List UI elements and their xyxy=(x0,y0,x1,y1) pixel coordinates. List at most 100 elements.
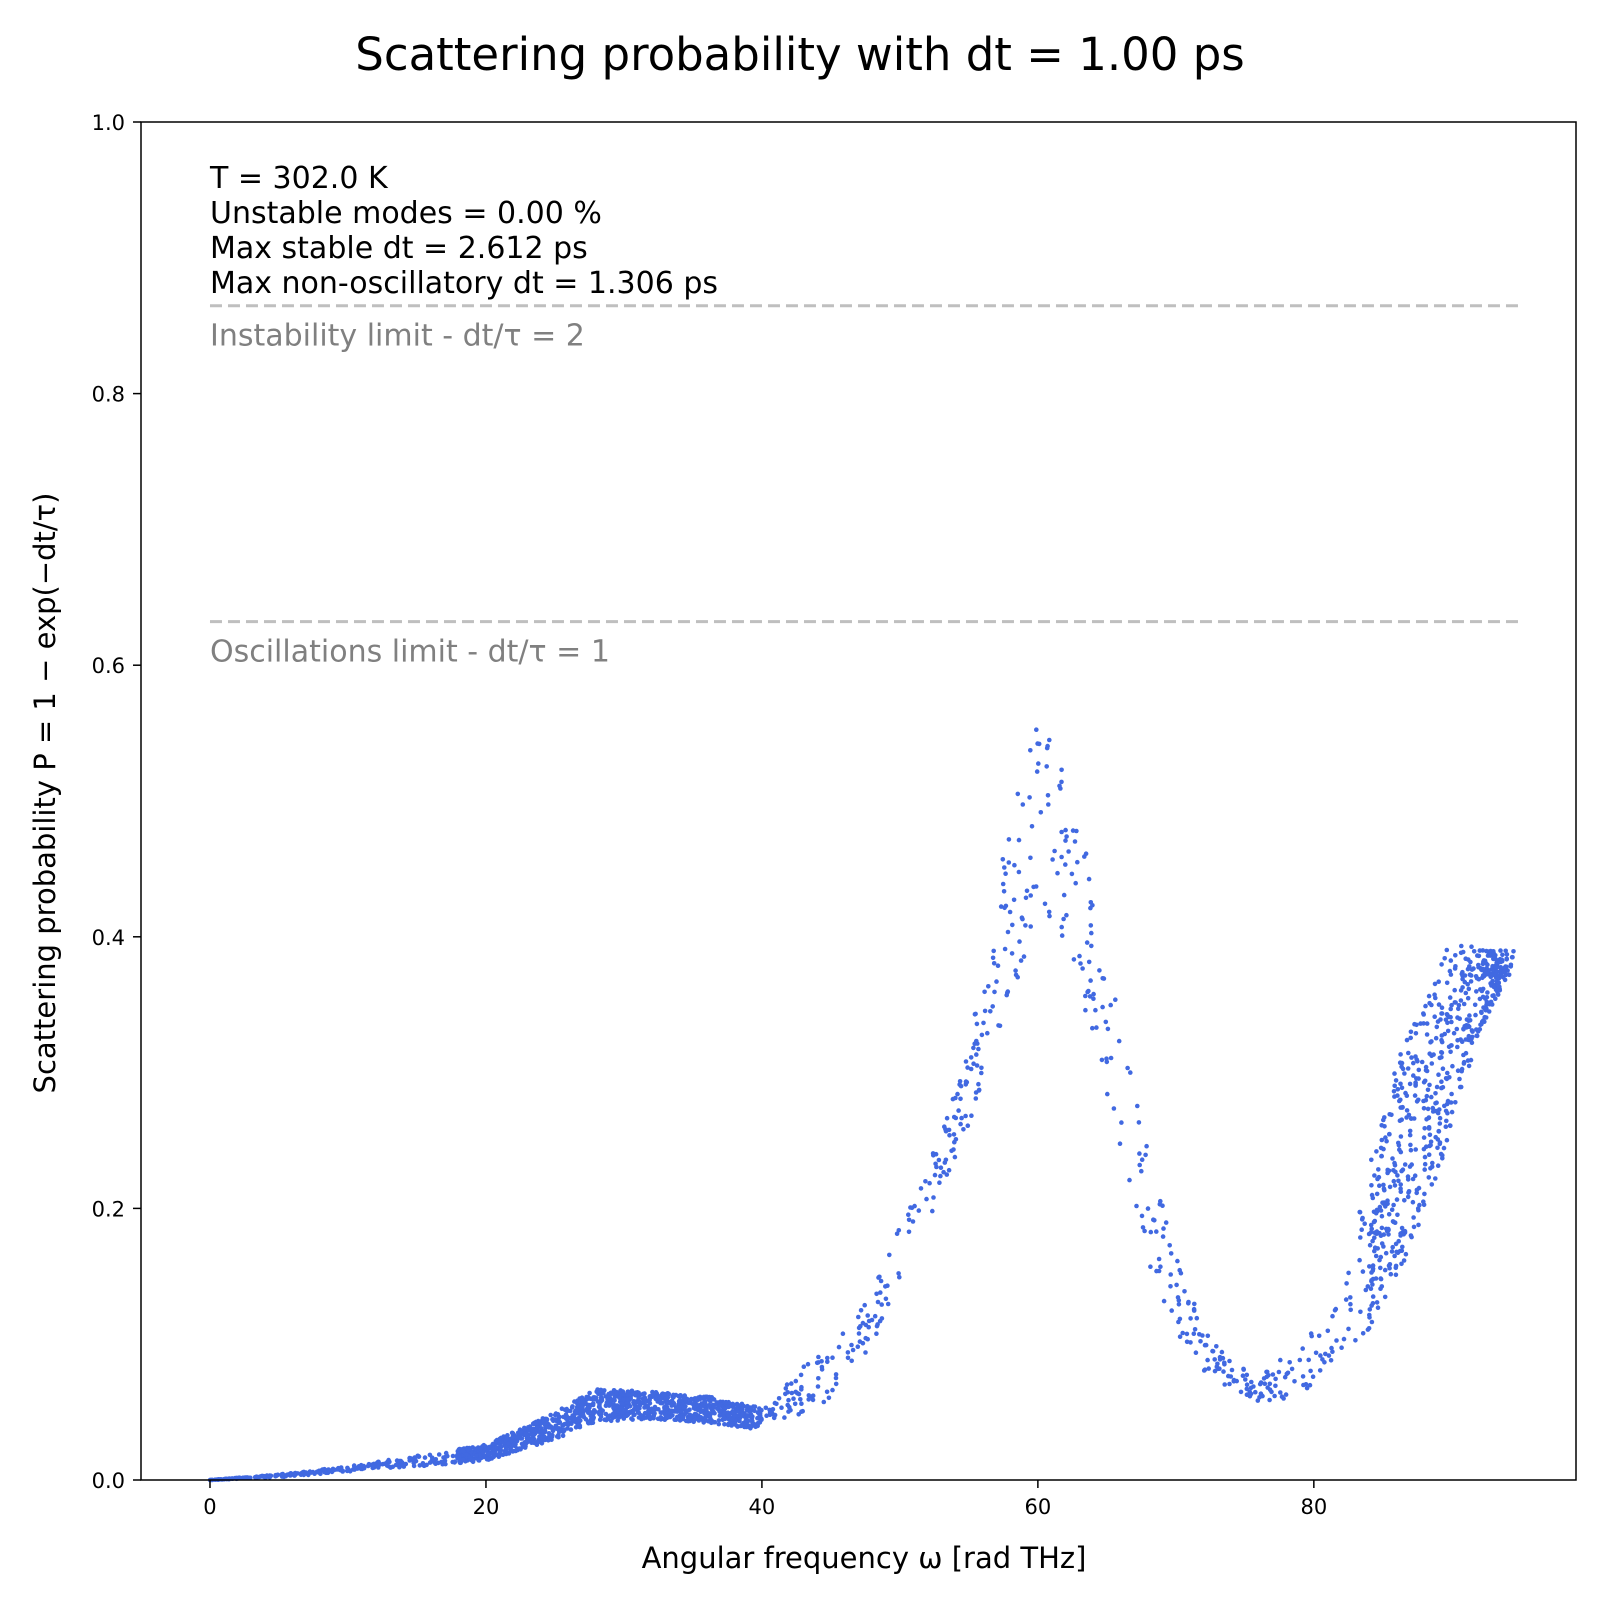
scatter-point xyxy=(1016,869,1022,875)
scatter-point xyxy=(1046,909,1052,915)
scatter-point xyxy=(952,1154,958,1160)
scatter-point xyxy=(629,1392,634,1398)
scatter-point xyxy=(1476,962,1481,968)
scatter-point xyxy=(878,1290,883,1295)
scatter-point xyxy=(1392,1094,1397,1099)
scatter-point xyxy=(1128,1070,1133,1075)
scatter-point xyxy=(805,1361,811,1367)
scatter-point xyxy=(850,1347,856,1353)
scatter-point xyxy=(1231,1379,1237,1384)
scatter-point xyxy=(1379,1241,1385,1246)
scatter-point xyxy=(782,1415,787,1420)
scatter-point xyxy=(1078,961,1083,966)
scatter-point xyxy=(860,1340,866,1346)
scatter-point xyxy=(1389,1249,1395,1254)
scatter-point xyxy=(564,1416,570,1422)
scatter-point xyxy=(712,1419,718,1425)
scatter-point xyxy=(1253,1389,1258,1395)
scatter-point xyxy=(680,1415,686,1420)
scatter-point xyxy=(1448,958,1454,963)
scatter-point xyxy=(1300,1374,1306,1379)
scatter-point xyxy=(1453,953,1458,958)
scatter-point xyxy=(763,1405,769,1411)
scatter-point xyxy=(982,989,987,995)
scatter-point xyxy=(1432,992,1437,997)
scatter-point xyxy=(466,1447,472,1452)
scatter-point xyxy=(1015,791,1021,797)
scatter-point xyxy=(1426,1175,1432,1180)
scatter-point xyxy=(1425,1106,1431,1112)
scatter-point xyxy=(1484,965,1489,971)
scatter-point xyxy=(1156,1256,1162,1262)
scatter-point xyxy=(1469,944,1474,949)
scatter-point xyxy=(541,1419,546,1424)
scatter-point xyxy=(1210,1349,1216,1354)
scatter-point xyxy=(944,1172,950,1177)
scatter-point xyxy=(1400,1244,1405,1250)
scatter-point xyxy=(531,1431,536,1437)
y-tick-label: 0.0 xyxy=(92,1469,125,1493)
scatter-point xyxy=(1227,1358,1232,1364)
scatter-point xyxy=(555,1426,560,1432)
scatter-point xyxy=(1059,829,1064,835)
scatter-points xyxy=(207,727,1516,1483)
scatter-point xyxy=(1329,1345,1334,1351)
scatter-point xyxy=(1308,1331,1314,1336)
scatter-point xyxy=(955,1091,960,1097)
scatter-point xyxy=(1358,1235,1363,1240)
scatter-point xyxy=(946,1127,952,1133)
scatter-point xyxy=(361,1465,367,1471)
scatter-point xyxy=(973,1096,979,1101)
scatter-point xyxy=(1427,1000,1432,1006)
scatter-point xyxy=(1202,1342,1208,1348)
scatter-point xyxy=(1244,1372,1250,1378)
scatter-point xyxy=(650,1408,656,1414)
scatter-point xyxy=(658,1398,663,1404)
scatter-point xyxy=(506,1450,511,1456)
scatter-point xyxy=(1398,1134,1404,1139)
scatter-point xyxy=(764,1413,769,1418)
scatter-point xyxy=(450,1453,456,1459)
scatter-point xyxy=(938,1165,944,1170)
scatter-point xyxy=(1447,995,1453,1000)
scatter-point xyxy=(510,1435,516,1440)
scatter-point xyxy=(1475,953,1480,958)
scatter-point xyxy=(1378,1265,1383,1271)
scatter-point xyxy=(968,1066,974,1072)
scatter-point xyxy=(771,1415,777,1421)
scatter-point xyxy=(1438,1017,1443,1022)
scatter-point xyxy=(874,1331,879,1336)
scatter-point xyxy=(734,1423,740,1429)
scatter-point xyxy=(1389,1112,1394,1118)
scatter-point xyxy=(988,1009,993,1014)
scatter-point xyxy=(1405,1194,1411,1200)
scatter-point xyxy=(923,1179,928,1184)
scatter-point xyxy=(1369,1157,1374,1163)
scatter-point xyxy=(849,1342,854,1348)
scatter-point xyxy=(443,1450,449,1456)
scatter-point xyxy=(1369,1319,1375,1325)
scatter-point xyxy=(1421,1080,1427,1085)
scatter-point xyxy=(1287,1360,1292,1365)
scatter-point xyxy=(879,1316,885,1321)
scatter-point xyxy=(1499,957,1505,962)
scatter-point xyxy=(1279,1394,1285,1399)
scatter-point xyxy=(1243,1377,1248,1382)
scatter-point xyxy=(1244,1386,1250,1392)
scatter-point xyxy=(585,1395,590,1400)
scatter-point xyxy=(1468,979,1474,984)
scatter-point xyxy=(1099,1057,1105,1063)
scatter-point xyxy=(1494,958,1500,963)
scatter-point xyxy=(816,1360,821,1365)
scatter-point xyxy=(422,1455,428,1460)
scatter-point xyxy=(992,989,997,995)
scatter-point xyxy=(1265,1385,1270,1390)
scatter-point xyxy=(1392,1160,1397,1166)
scatter-point xyxy=(863,1350,868,1355)
scatter-point xyxy=(1448,972,1454,977)
scatter-point xyxy=(1367,1242,1373,1248)
scatter-point xyxy=(1421,1106,1427,1111)
scatter-point xyxy=(1471,949,1477,954)
scatter-point xyxy=(1161,1298,1167,1304)
scatter-point xyxy=(722,1409,727,1415)
